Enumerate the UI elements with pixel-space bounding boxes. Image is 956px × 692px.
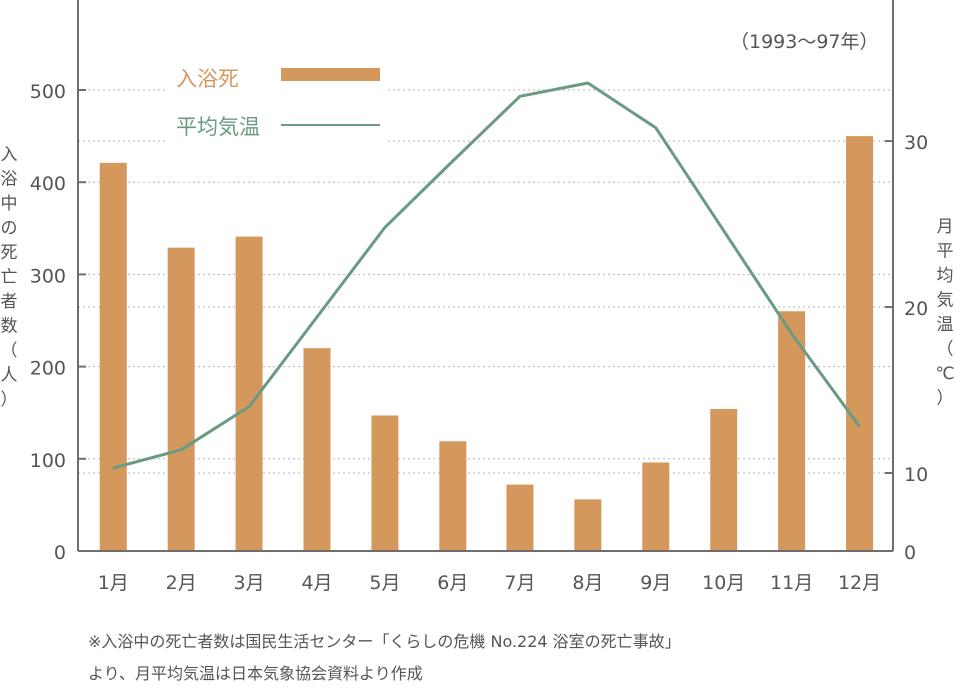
right-tick-label: 10 <box>904 464 928 486</box>
right-axis-label-char: （ <box>937 340 954 360</box>
bar-7月 <box>506 484 534 552</box>
temperature-point-7月 <box>519 95 521 97</box>
x-tick-label: 1月 <box>98 572 129 594</box>
footnote-line-1: ※入浴中の死亡者数は国民生活センター「くらしの危機 No.224 浴室の死亡事故… <box>88 632 681 651</box>
legend-bar-label: 入浴死 <box>176 67 239 91</box>
temperature-point-1月 <box>112 467 114 469</box>
left-axis-label-char: ） <box>1 390 18 410</box>
temperature-point-11月 <box>791 333 793 335</box>
x-tick-label: 8月 <box>572 572 603 594</box>
left-axis-label-char: 亡 <box>1 268 18 288</box>
footnote-line-2: より、月平均気温は日本気象協会資料より作成 <box>88 664 423 683</box>
temperature-point-12月 <box>859 426 861 428</box>
tick-labels: 0 100 200 300 400 500 0 10 20 30 <box>30 81 928 564</box>
left-axis-label-char: （ <box>1 341 18 361</box>
x-tick-label: 10月 <box>702 572 745 594</box>
left-axis-label-char: 死 <box>1 243 18 263</box>
bar-10月 <box>710 409 738 552</box>
right-axis-label-char: 月 <box>937 217 954 237</box>
right-tick-label: 30 <box>904 132 928 154</box>
axes <box>77 0 894 552</box>
x-tick-label: 7月 <box>504 572 535 594</box>
bar-9月 <box>642 462 670 552</box>
left-tick-label: 0 <box>54 542 66 564</box>
temperature-point-4月 <box>316 316 318 318</box>
left-axis-label-char: の <box>1 219 18 239</box>
temperature-line <box>112 81 861 470</box>
temperature-point-8月 <box>587 82 589 84</box>
left-tick-label: 300 <box>30 265 66 287</box>
right-tick-label: 20 <box>904 298 928 320</box>
temperature-point-6月 <box>452 160 454 162</box>
x-tick-label: 6月 <box>437 572 468 594</box>
x-tick-labels: 1月 2月 3月 4月 5月 6月 7月 8月 9月 10月 11月 12月 <box>98 572 881 594</box>
x-tick-label: 2月 <box>166 572 197 594</box>
bar-2月 <box>167 247 195 553</box>
right-axis-label: 月平均気温 （ ℃ ） <box>935 217 954 409</box>
left-tick-label: 400 <box>30 173 66 195</box>
x-tick-label: 3月 <box>234 572 265 594</box>
temperature-point-2月 <box>180 449 182 451</box>
x-tick-label: 12月 <box>838 572 881 594</box>
right-axis-label-char: 均 <box>937 266 954 286</box>
left-tick-label: 100 <box>30 450 66 472</box>
right-axis-label-char: 気 <box>937 291 954 311</box>
chart: 0 100 200 300 400 500 0 10 20 30 1月 2月 3月 4月 5月 6月 7月 8月… <box>1 0 955 594</box>
right-axis-label-char: 平 <box>937 242 954 262</box>
bar-1月 <box>99 162 127 552</box>
bar-6月 <box>439 441 467 552</box>
left-axis-label-char: 入 <box>1 145 18 165</box>
right-axis-label-char: ） <box>937 389 954 409</box>
period-note: （1993～97年） <box>730 31 879 53</box>
bar-4月 <box>303 348 331 552</box>
right-axis-label-char: 温 <box>937 315 954 335</box>
left-axis-label-char: 中 <box>1 194 18 214</box>
x-tick-label: 11月 <box>770 572 813 594</box>
legend-line-label: 平均気温 <box>176 115 260 139</box>
x-tick-label: 5月 <box>369 572 400 594</box>
left-axis-label: 入浴中の死亡者数 （ 人 ） <box>1 145 18 410</box>
bar-11月 <box>778 311 806 552</box>
temperature-point-3月 <box>248 406 250 408</box>
temperature-point-5月 <box>384 226 386 228</box>
x-tick-label: 4月 <box>301 572 332 594</box>
left-axis-label-char: 数 <box>1 317 18 337</box>
left-tick-label: 500 <box>30 81 66 103</box>
right-tick-label: 0 <box>904 542 916 564</box>
left-tick-label: 200 <box>30 358 66 380</box>
bar-12月 <box>846 136 874 552</box>
temperature-point-10月 <box>723 230 725 232</box>
bars <box>99 136 874 553</box>
temperature-point-9月 <box>655 127 657 129</box>
bar-5月 <box>371 415 399 552</box>
x-tick-label: 9月 <box>640 572 671 594</box>
left-axis-label-char: 浴 <box>1 170 18 190</box>
right-axis-label-char: ℃ <box>935 364 954 384</box>
legend-bar-swatch <box>281 68 380 81</box>
left-axis-label-char: 者 <box>1 292 18 312</box>
bar-8月 <box>574 499 602 552</box>
left-axis-label-char: 人 <box>1 366 18 386</box>
temperature-line-group <box>112 81 861 470</box>
